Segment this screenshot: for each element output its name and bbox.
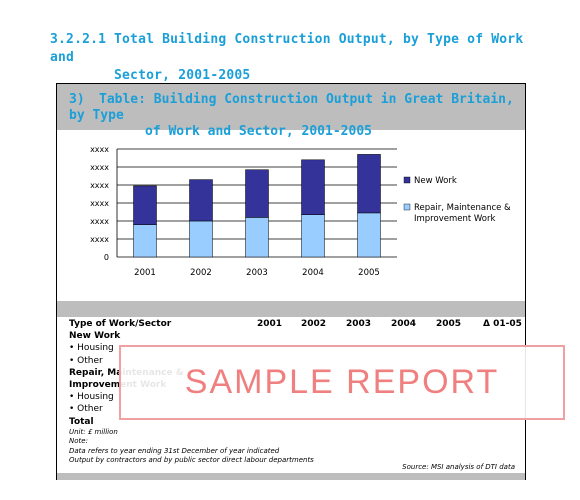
- table-row: • Other: [69, 355, 103, 366]
- note-line: Output by contractors and by public sect…: [69, 456, 314, 465]
- table-header-row: Type of Work/Sector 2001 2002 2003 2004 …: [69, 318, 522, 330]
- legend-swatch: [403, 176, 411, 184]
- x-tick-label: 2003: [246, 268, 268, 278]
- legend-swatch: [403, 203, 411, 211]
- y-tick-label: xxxx: [90, 163, 109, 172]
- chart-legend: New Work Repair, Maintenance & Improvement…: [403, 176, 511, 224]
- y-tick-label: 0: [104, 253, 109, 262]
- bar-segment: [133, 224, 157, 258]
- header-year: 2003: [346, 319, 372, 329]
- x-tick-label: 2002: [190, 268, 212, 278]
- x-axis-ticks: 2001 2002 2003 2004 2005: [134, 268, 380, 278]
- table-row: Improvement Work: [69, 379, 167, 390]
- table-row: • Housing: [69, 392, 114, 403]
- table-title-line2: of Work and Sector, 2001-2005: [145, 124, 372, 139]
- divider-band: [57, 301, 525, 317]
- table-notes: Unit: £ million Note: Data refers to yea…: [69, 428, 519, 466]
- header-year: 2005: [436, 319, 462, 329]
- x-tick-label: 2001: [134, 268, 156, 278]
- section-number: 3.2.2.1: [50, 32, 107, 47]
- bar-segment: [189, 220, 213, 258]
- section-title-line2: Sector, 2001-2005: [114, 68, 251, 83]
- note-line: Unit: £ million: [69, 427, 118, 436]
- legend-label: Repair, Maintenance & Improvement Work: [414, 203, 511, 224]
- note-line: Data refers to year ending 31st December…: [69, 446, 280, 455]
- table-row: New Work: [69, 331, 121, 342]
- table-number: 3): [69, 92, 85, 107]
- y-tick-label: xxxx: [90, 235, 109, 244]
- x-tick-label: 2005: [358, 268, 380, 278]
- section-title-line1: Total Building Construction Output, by T…: [50, 32, 524, 65]
- bottom-band: [57, 473, 525, 480]
- header-year: 2001: [257, 319, 283, 329]
- x-tick-label: 2004: [302, 268, 324, 278]
- source-note: Source: MSI analysis of DTI data: [402, 463, 515, 471]
- y-tick-label: xxxx: [90, 199, 109, 208]
- header-year: 2002: [301, 319, 327, 329]
- table-frame: 3) Table: Building Construction Output in…: [56, 83, 526, 480]
- bar-segment: [301, 214, 325, 258]
- table-title: 3) Table: Building Construction Output in…: [69, 92, 519, 140]
- y-tick-label: xxxx: [90, 145, 109, 154]
- table-row: • Other: [69, 404, 103, 415]
- bar-segment: [245, 217, 269, 258]
- table-row: • Housing: [69, 343, 114, 354]
- chart-bars: [133, 154, 381, 258]
- bar-segment: [357, 154, 381, 214]
- y-tick-label: xxxx: [90, 217, 109, 226]
- watermark-text: SAMPLE REPORT: [184, 363, 500, 401]
- y-tick-label: xxxx: [90, 181, 109, 190]
- title-band: [57, 84, 525, 130]
- header-label: Type of Work/Sector: [69, 319, 172, 329]
- header-change: Δ 01-05: [483, 319, 522, 329]
- bar-segment: [245, 169, 269, 218]
- y-axis-ticks: 0 xxxx xxxx xxxx xxxx xxxx xxxx: [90, 145, 109, 262]
- note-line: Note:: [69, 437, 88, 446]
- legend-label: New Work: [414, 176, 457, 186]
- bar-segment: [301, 159, 325, 215]
- bar-segment: [189, 179, 213, 222]
- bar-segment: [357, 212, 381, 258]
- bar-segment: [133, 185, 157, 225]
- header-year: 2004: [391, 319, 417, 329]
- table-title-line1: Table: Building Construction Output in G…: [69, 92, 514, 123]
- sample-report-watermark: SAMPLE REPORT: [119, 345, 565, 420]
- table-row: Total: [69, 416, 94, 427]
- section-heading: 3.2.2.1 Total Building Construction Outpu…: [50, 31, 540, 85]
